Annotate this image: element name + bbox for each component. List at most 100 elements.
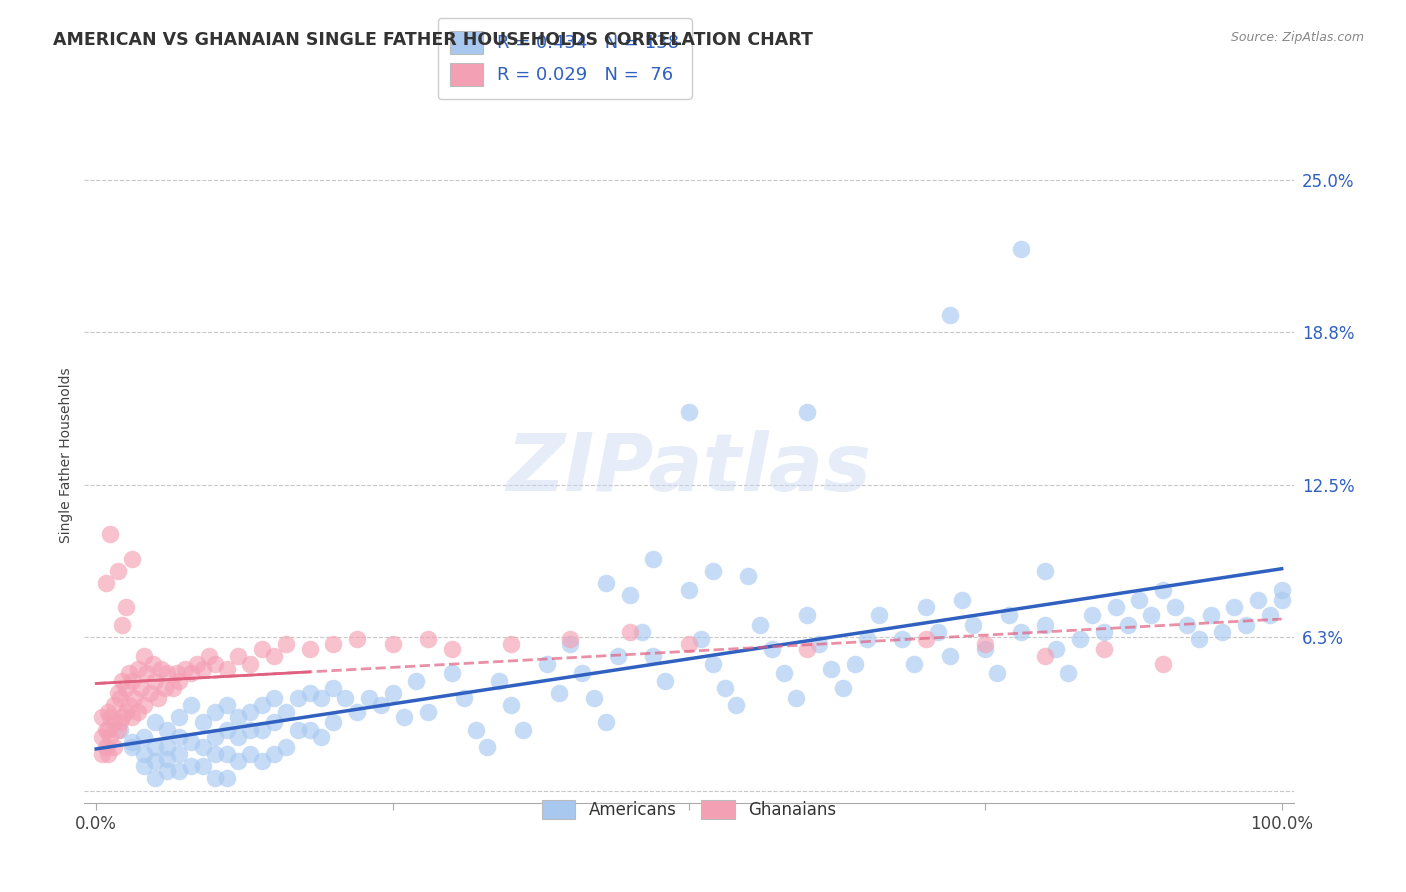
Point [453,690,475,705]
Point [298,642,321,657]
Point [239,747,262,761]
Point [145,715,167,730]
Point [357,690,380,705]
Point [91,730,114,744]
Point [156,764,179,778]
Point [1069,632,1091,647]
Point [156,666,179,681]
Point [844,657,866,671]
Point [94,739,117,754]
Point [94,576,117,591]
Point [122,690,145,705]
Point [654,673,676,688]
Point [107,723,129,737]
Point [127,661,149,675]
Point [145,673,167,688]
Point [107,686,129,700]
Point [536,657,558,671]
Point [772,666,794,681]
Point [228,754,250,768]
Point [868,607,890,622]
Point [583,690,606,705]
Point [132,747,155,761]
Point [761,642,783,657]
Point [138,686,160,700]
Point [311,690,333,705]
Point [855,632,877,647]
Point [370,698,392,713]
Point [108,715,131,730]
Point [785,690,807,705]
Point [477,739,499,754]
Point [1010,624,1032,639]
Point [97,747,120,761]
Point [915,600,938,615]
Point [796,607,818,622]
Point [796,642,818,657]
Point [1128,593,1150,607]
Point [180,759,202,773]
Point [938,308,960,322]
Point [180,735,202,749]
Point [111,710,134,724]
Point [103,739,125,754]
Point [111,673,134,688]
Point [156,752,179,766]
Point [322,715,344,730]
Point [1271,583,1294,598]
Point [250,723,273,737]
Point [228,710,250,724]
Point [346,706,368,720]
Point [1152,583,1174,598]
Point [167,673,190,688]
Point [91,710,114,724]
Point [713,681,735,695]
Point [204,706,226,720]
Point [204,772,226,786]
Point [108,690,131,705]
Point [796,405,818,419]
Point [263,649,285,664]
Point [488,673,510,688]
Point [464,723,486,737]
Point [263,715,285,730]
Point [938,649,960,664]
Point [274,706,297,720]
Point [1164,600,1187,615]
Point [127,706,149,720]
Point [322,637,344,651]
Point [418,632,440,647]
Point [162,681,184,695]
Point [560,632,582,647]
Point [135,666,157,681]
Point [1223,600,1246,615]
Point [145,772,167,786]
Point [145,754,167,768]
Point [381,637,404,651]
Point [115,706,138,720]
Point [346,632,368,647]
Point [512,723,534,737]
Point [250,642,273,657]
Point [702,657,724,671]
Point [287,723,309,737]
Point [643,649,665,664]
Point [998,607,1021,622]
Point [156,723,179,737]
Point [560,637,582,651]
Point [678,405,700,419]
Point [167,730,190,744]
Point [204,747,226,761]
Point [191,661,214,675]
Point [100,527,122,541]
Point [501,698,523,713]
Text: Source: ZipAtlas.com: Source: ZipAtlas.com [1230,31,1364,45]
Point [962,617,984,632]
Point [1199,607,1222,622]
Point [595,576,617,591]
Point [820,661,842,675]
Point [118,666,141,681]
Point [146,690,169,705]
Point [950,593,973,607]
Point [215,772,238,786]
